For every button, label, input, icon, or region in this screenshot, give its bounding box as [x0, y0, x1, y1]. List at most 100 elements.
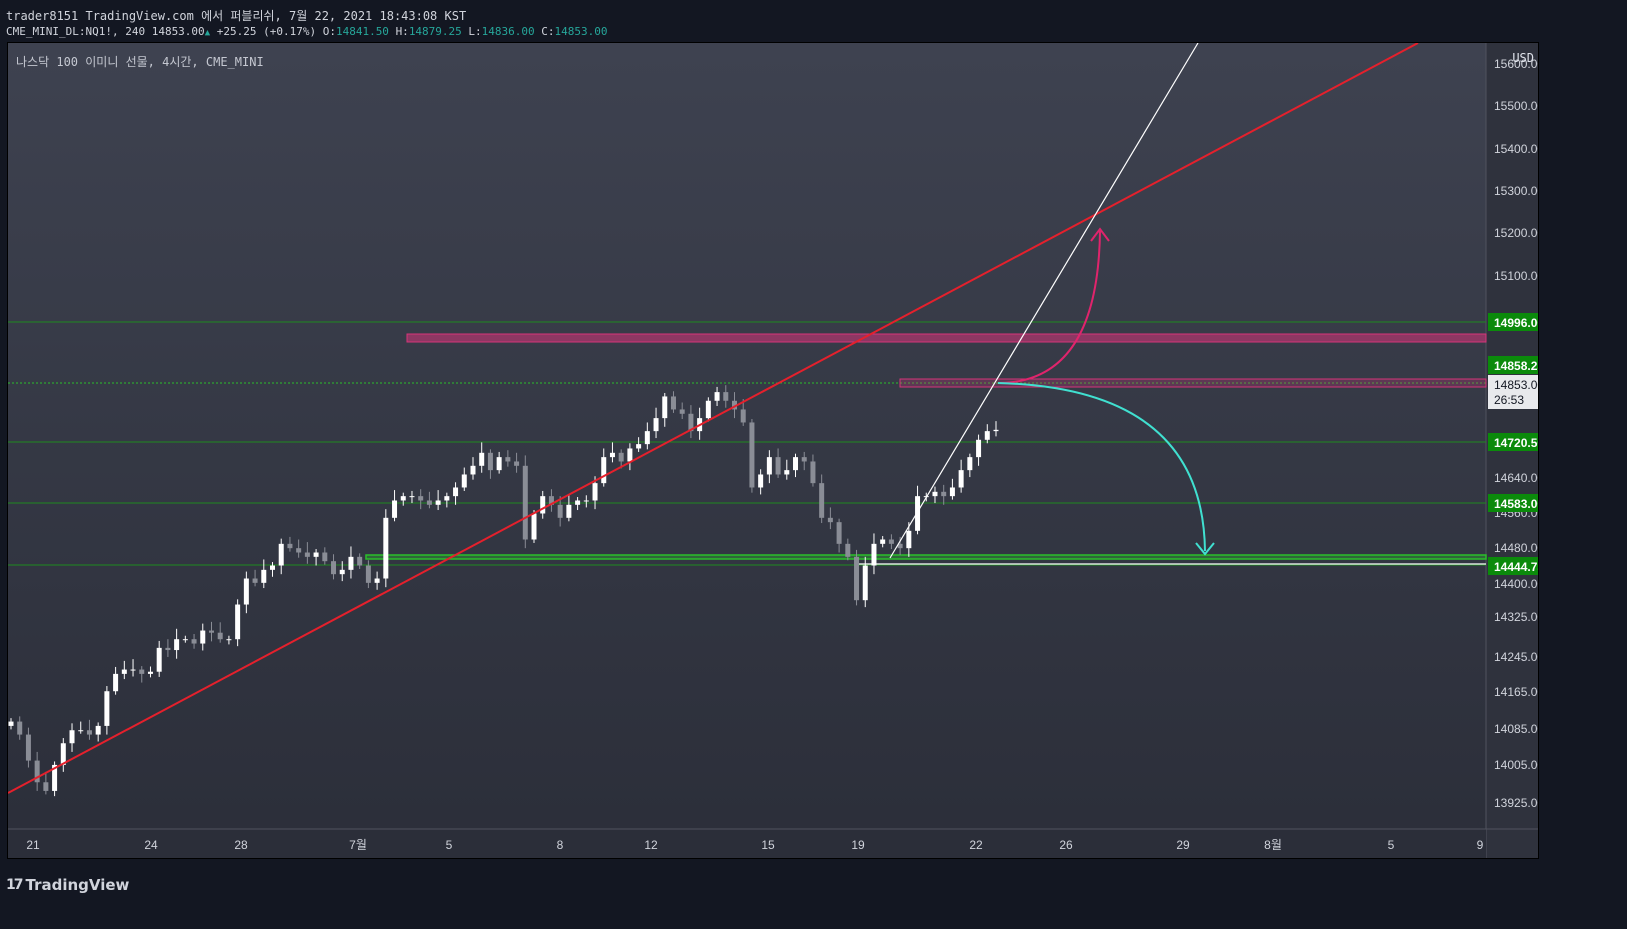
candle-body: [915, 496, 921, 531]
candle-body: [374, 578, 380, 583]
candle-body: [226, 639, 232, 641]
candle-body: [331, 561, 337, 575]
time-tick-label: 8: [557, 838, 564, 852]
countdown-label: 26:53: [1494, 393, 1524, 407]
price-level-label: 14996.00: [1494, 316, 1539, 330]
candle-body: [182, 639, 188, 641]
candle-body: [819, 483, 825, 518]
price-tick-label: 14085.00: [1494, 722, 1539, 736]
candle-body: [514, 461, 520, 466]
candle-body: [130, 669, 136, 671]
candle-body: [200, 630, 206, 644]
price-tick-label: 14005.00: [1494, 758, 1539, 772]
down-arrow-icon: [1195, 542, 1215, 556]
candle-body: [95, 725, 101, 735]
price-level-badge: [1488, 356, 1538, 374]
price-tick-label: 14245.00: [1494, 650, 1539, 664]
down-arrow-curve: [997, 382, 1206, 552]
candle-body: [862, 565, 868, 601]
candle-body: [270, 565, 276, 570]
candle-body: [897, 543, 903, 549]
candle-body: [479, 452, 485, 466]
candle-body: [880, 539, 886, 544]
candle-body: [836, 522, 842, 544]
candle-body: [191, 639, 197, 644]
current-price-label: 14853.00: [1494, 378, 1539, 392]
candle-body: [766, 457, 772, 475]
candle-body: [662, 396, 668, 419]
candle-body: [322, 552, 328, 562]
candle-body: [793, 457, 799, 471]
candle-body: [208, 630, 214, 633]
candle-body: [705, 400, 711, 419]
candle-body: [139, 669, 145, 674]
publish-info: trader8151 TradingView.com 에서 퍼블리쉬, 7월 2…: [6, 9, 467, 23]
price-tick-label: 13925.00: [1494, 796, 1539, 810]
candle-body: [505, 457, 511, 462]
candle-body: [627, 448, 633, 462]
candle-body: [392, 500, 398, 518]
candle-body: [670, 396, 676, 410]
brand-label: TradingView: [25, 876, 130, 894]
candle-body: [121, 669, 127, 674]
candle-body: [496, 457, 502, 471]
chart-svg[interactable]: 15600.00 15500.00 15400.00 15300.00 15200.00…: [8, 43, 1539, 859]
candle-body: [801, 457, 807, 462]
candle-body: [810, 461, 816, 484]
up-arrow-icon: [1090, 227, 1110, 242]
price-level-badge: [1488, 494, 1538, 512]
candle-body: [522, 465, 528, 540]
price-tick-label: 14400.00: [1494, 577, 1539, 591]
price-level-label: 14858.25: [1494, 359, 1539, 373]
price-level-badge: [1488, 433, 1538, 451]
price-level-label: 14583.00: [1494, 497, 1539, 511]
candle-body: [304, 552, 310, 557]
candle-body: [871, 543, 877, 566]
time-tick-label: 29: [1176, 838, 1190, 852]
candle-body: [313, 552, 319, 557]
price-tick-label: 15600.00: [1494, 57, 1539, 71]
price-tick-label: 15500.00: [1494, 99, 1539, 113]
candle-body: [487, 452, 493, 471]
candle-body: [557, 504, 563, 518]
candle-body: [618, 452, 624, 462]
chart-canvas[interactable]: 15600.00 15500.00 15400.00 15300.00 15200.00…: [7, 42, 1539, 859]
candle-body: [17, 721, 23, 735]
candle-body: [461, 474, 467, 488]
high-value: 14879.25: [408, 25, 462, 38]
up-arrow-curve: [997, 230, 1101, 384]
time-tick-label: 5: [1388, 838, 1395, 852]
tradingview-logo[interactable]: 17 TradingView: [6, 876, 129, 894]
candle-body: [688, 413, 694, 432]
candle-body: [906, 530, 912, 549]
time-tick-label: 9: [1477, 838, 1484, 852]
currency-label: USD: [1512, 51, 1534, 65]
price-tick-label: 15100.00: [1494, 269, 1539, 283]
candle-body: [252, 578, 258, 583]
candle-body: [993, 429, 999, 432]
price-tick-label: 14480.00: [1494, 541, 1539, 555]
current-price-badge: [1488, 375, 1538, 409]
low-label: L:: [468, 25, 482, 38]
candle-body: [25, 734, 31, 761]
candle-body: [435, 500, 441, 505]
candle-body: [653, 418, 659, 432]
candle-body: [426, 500, 432, 505]
candle-body: [976, 439, 982, 458]
price-tick-label: 14640.00: [1494, 471, 1539, 485]
candle-body: [575, 500, 581, 505]
close-value: 14853.00: [554, 25, 608, 38]
price-change: +25.25 (+0.17%): [216, 25, 317, 38]
candle-body: [854, 556, 860, 601]
candle-body: [418, 496, 424, 501]
candle-body: [156, 647, 162, 672]
support-zone: [365, 554, 1487, 560]
up-arrow-icon: ▲: [204, 28, 211, 38]
candle-body: [365, 565, 371, 583]
candle-body: [601, 457, 607, 484]
price-tick-label: 15200.00: [1494, 226, 1539, 240]
candle-body: [592, 483, 598, 501]
red-trendline: [8, 43, 1419, 794]
candle-body: [609, 452, 615, 458]
price-level-badge: [1488, 557, 1538, 575]
